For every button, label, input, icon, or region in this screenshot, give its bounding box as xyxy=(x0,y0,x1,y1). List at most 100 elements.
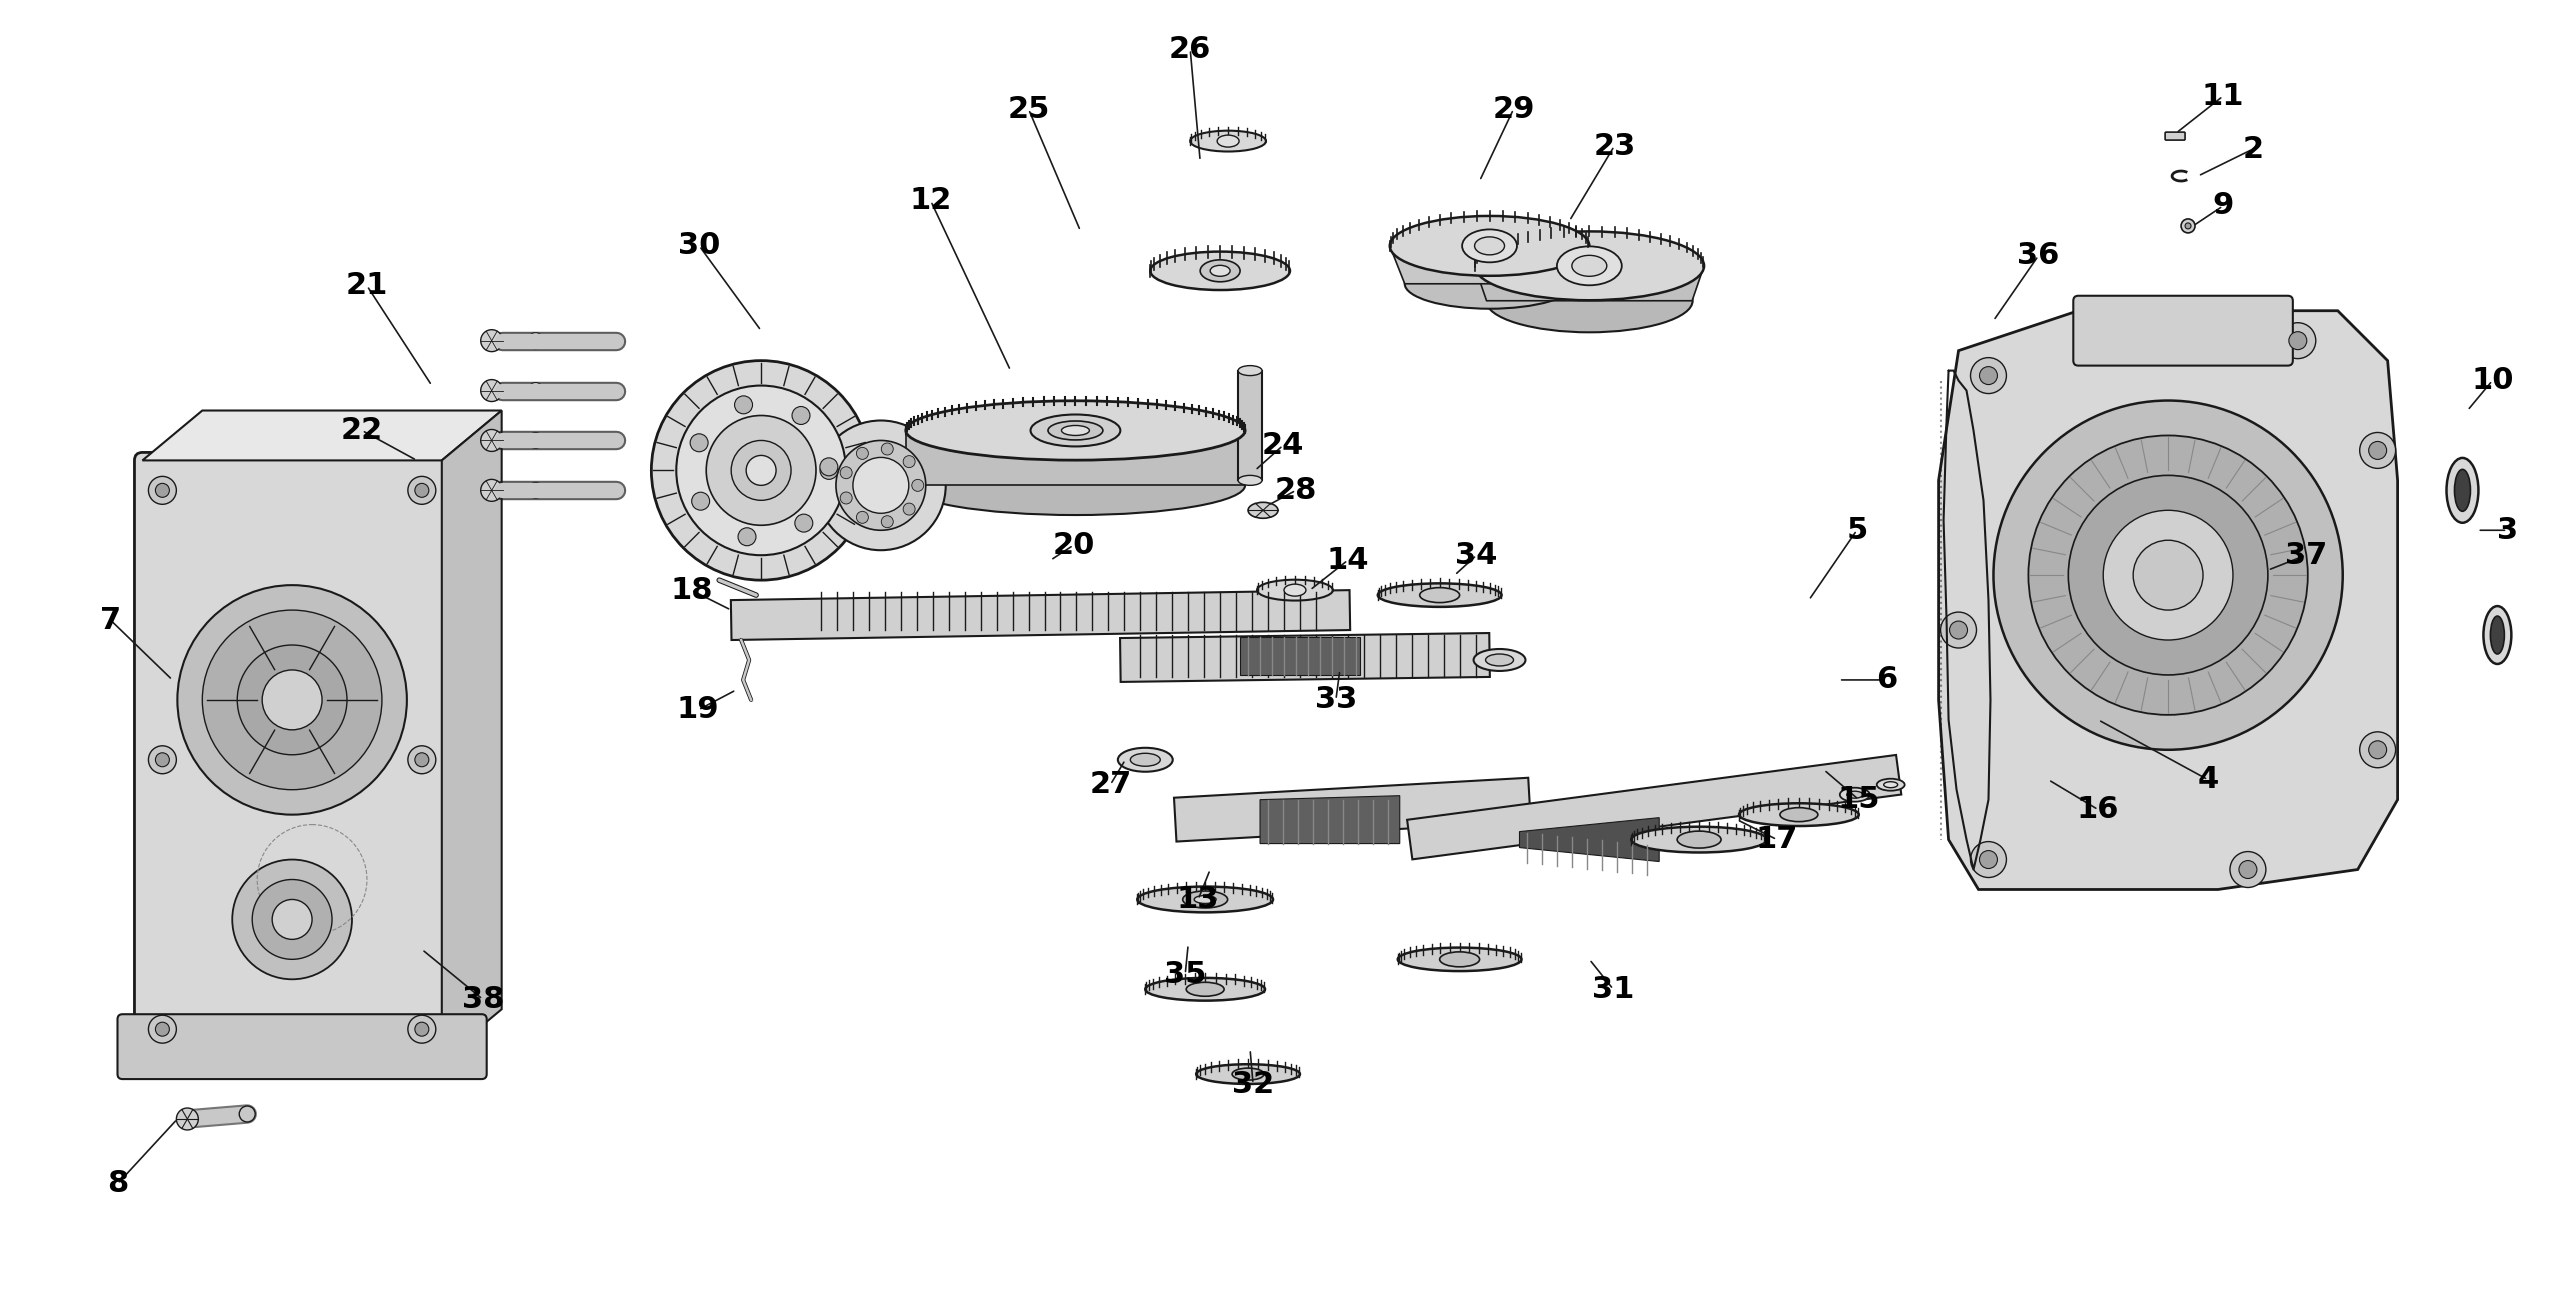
Text: 35: 35 xyxy=(1163,960,1207,989)
Circle shape xyxy=(2239,860,2257,878)
Ellipse shape xyxy=(1150,252,1291,290)
Circle shape xyxy=(792,407,810,425)
Circle shape xyxy=(689,434,707,452)
Text: 14: 14 xyxy=(1327,546,1368,574)
Text: 21: 21 xyxy=(346,271,389,300)
Circle shape xyxy=(2360,731,2395,768)
Text: 4: 4 xyxy=(2198,765,2219,794)
Polygon shape xyxy=(1173,778,1530,842)
Circle shape xyxy=(482,479,502,501)
Text: 33: 33 xyxy=(1314,686,1358,714)
Ellipse shape xyxy=(1191,131,1266,152)
Circle shape xyxy=(2370,442,2388,460)
Circle shape xyxy=(730,440,792,500)
Circle shape xyxy=(881,443,894,455)
Ellipse shape xyxy=(1145,978,1266,1000)
Circle shape xyxy=(912,479,925,491)
FancyBboxPatch shape xyxy=(133,452,451,1066)
Circle shape xyxy=(156,1022,169,1037)
Text: 19: 19 xyxy=(676,695,720,725)
Ellipse shape xyxy=(1781,808,1819,822)
Circle shape xyxy=(156,753,169,766)
Text: 16: 16 xyxy=(2078,795,2119,824)
Circle shape xyxy=(149,1016,177,1043)
Circle shape xyxy=(881,516,894,527)
Polygon shape xyxy=(1120,633,1491,682)
Circle shape xyxy=(528,482,543,499)
Circle shape xyxy=(238,646,346,755)
Ellipse shape xyxy=(1558,247,1622,286)
Text: 17: 17 xyxy=(1755,825,1799,855)
FancyBboxPatch shape xyxy=(118,1015,487,1079)
Circle shape xyxy=(233,860,351,979)
Circle shape xyxy=(149,746,177,774)
Ellipse shape xyxy=(1883,782,1898,787)
FancyBboxPatch shape xyxy=(2073,296,2293,365)
Ellipse shape xyxy=(1194,895,1217,904)
Ellipse shape xyxy=(1258,579,1332,600)
Text: 24: 24 xyxy=(1263,431,1304,460)
Circle shape xyxy=(1939,612,1975,648)
Circle shape xyxy=(1980,851,1998,869)
Circle shape xyxy=(415,753,428,766)
Circle shape xyxy=(835,440,925,530)
Circle shape xyxy=(2280,322,2316,359)
Text: 12: 12 xyxy=(910,187,953,216)
Circle shape xyxy=(840,492,853,504)
Text: 11: 11 xyxy=(2201,82,2244,110)
Polygon shape xyxy=(143,410,502,460)
Text: 22: 22 xyxy=(341,416,384,446)
Ellipse shape xyxy=(1486,653,1514,666)
Circle shape xyxy=(856,447,869,460)
Circle shape xyxy=(815,421,945,551)
Ellipse shape xyxy=(2454,469,2470,512)
Ellipse shape xyxy=(1632,826,1768,852)
Circle shape xyxy=(202,611,382,790)
Ellipse shape xyxy=(1878,778,1904,791)
Text: 5: 5 xyxy=(1847,516,1868,544)
Circle shape xyxy=(2288,331,2306,349)
Text: 8: 8 xyxy=(108,1169,128,1199)
Circle shape xyxy=(2185,223,2191,229)
Circle shape xyxy=(794,514,812,533)
Ellipse shape xyxy=(2447,459,2477,522)
Ellipse shape xyxy=(907,401,1245,460)
Polygon shape xyxy=(907,430,1245,486)
Polygon shape xyxy=(1939,310,2398,890)
Circle shape xyxy=(1970,357,2006,394)
Circle shape xyxy=(1993,400,2342,750)
Circle shape xyxy=(407,746,436,774)
Text: 13: 13 xyxy=(1176,885,1220,914)
Ellipse shape xyxy=(1389,216,1588,275)
Text: 28: 28 xyxy=(1276,475,1317,505)
Text: 36: 36 xyxy=(2016,242,2060,270)
Ellipse shape xyxy=(1678,831,1722,848)
Ellipse shape xyxy=(1284,585,1307,596)
Circle shape xyxy=(1970,842,2006,878)
Circle shape xyxy=(2134,540,2203,611)
Circle shape xyxy=(738,527,756,546)
Polygon shape xyxy=(730,590,1350,640)
Polygon shape xyxy=(1389,246,1588,283)
Ellipse shape xyxy=(1061,426,1089,435)
Circle shape xyxy=(676,386,845,555)
FancyBboxPatch shape xyxy=(2165,132,2185,140)
Ellipse shape xyxy=(2490,616,2506,653)
Circle shape xyxy=(692,492,710,511)
Polygon shape xyxy=(441,410,502,1059)
Text: 10: 10 xyxy=(2472,366,2513,395)
Polygon shape xyxy=(1407,755,1901,860)
Ellipse shape xyxy=(1237,365,1263,375)
Ellipse shape xyxy=(1248,503,1278,518)
Ellipse shape xyxy=(1196,1064,1299,1083)
Ellipse shape xyxy=(1217,135,1240,147)
Ellipse shape xyxy=(1184,891,1227,908)
Ellipse shape xyxy=(1419,587,1460,603)
Ellipse shape xyxy=(1740,803,1860,826)
Ellipse shape xyxy=(1473,650,1524,672)
Ellipse shape xyxy=(1186,982,1225,996)
Circle shape xyxy=(149,477,177,504)
Ellipse shape xyxy=(1378,583,1501,607)
Text: 26: 26 xyxy=(1168,35,1212,64)
Circle shape xyxy=(415,1022,428,1037)
